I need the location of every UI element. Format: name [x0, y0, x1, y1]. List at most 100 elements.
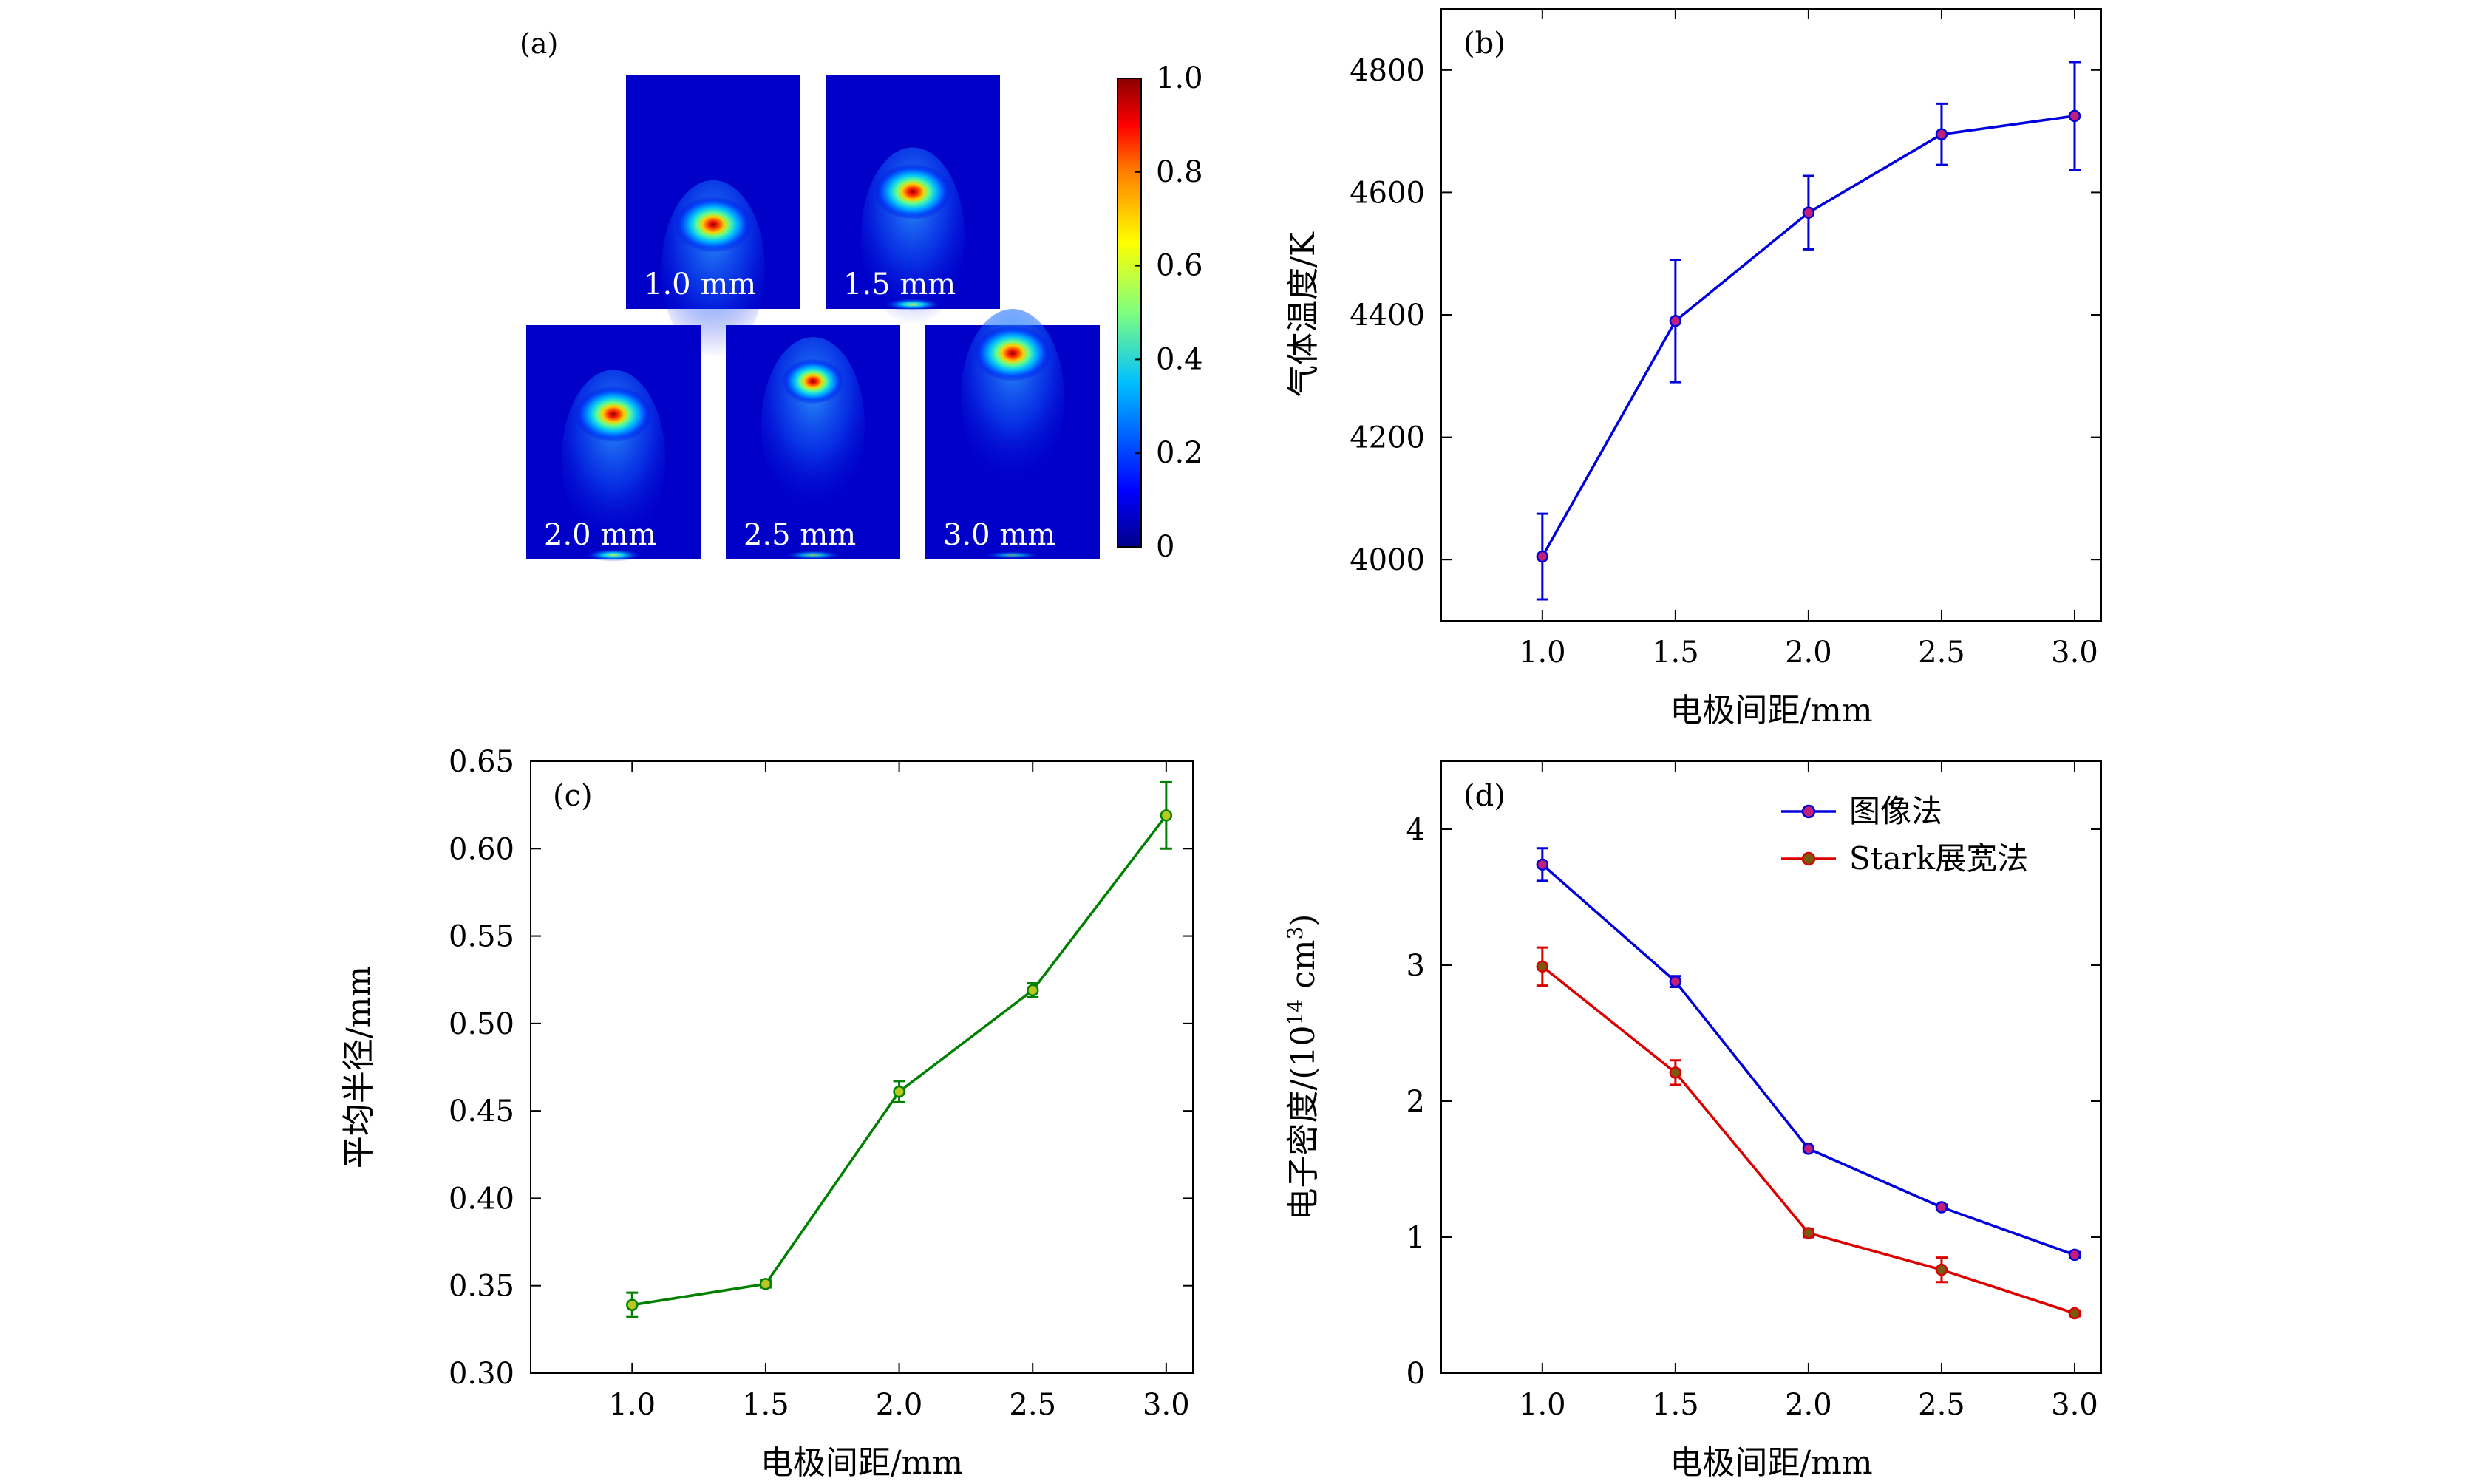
y-axis-label-unit: cm — [1285, 940, 1322, 999]
y-axis-label-exponent: 14 — [1283, 999, 1307, 1026]
y-tick-label: 4 — [1406, 813, 1425, 847]
y-axis-label-close: ) — [1285, 914, 1322, 927]
y-tick-label: 1 — [1406, 1221, 1425, 1255]
x-tick-label: 2.5 — [1009, 1388, 1056, 1422]
x-tick-label: 3.0 — [1143, 1388, 1190, 1422]
x-tick-label: 2.0 — [1785, 1388, 1832, 1422]
data-point — [2068, 109, 2081, 123]
heatmap-hotspot — [874, 163, 951, 220]
y-tick-label: 0 — [1406, 1357, 1425, 1391]
heatmap-2-0mm: 2.0 mm — [526, 325, 701, 562]
panel-a: (a) 1.0 mm 1.5 mm 2.0 mm 2.5 mm 3.0 mm 1… — [520, 27, 1203, 564]
colorbar-ticks: 1.0 0.8 0.6 0.4 0.2 0 — [1135, 61, 1203, 564]
y-tick-label: 0.55 — [449, 920, 514, 954]
x-axis-label: 电极间距/mm — [1670, 692, 1872, 729]
heatmap-hotspot — [575, 386, 652, 443]
legend-marker — [1801, 851, 1816, 866]
x-tick-label: 1.0 — [1519, 636, 1566, 670]
panel-b-temperature-chart: 1.0 1.5 2.0 2.5 3.0 4000 4200 4400 4600 4800 (b) 电极… — [1285, 8, 2102, 729]
series-line — [1541, 863, 2075, 1256]
heatmap-bottom-glow — [983, 551, 1042, 559]
legend-label: Stark展宽法 — [1849, 840, 2028, 877]
heatmap-bottom-glow — [883, 298, 942, 311]
y-tick-label: 4000 — [1350, 543, 1425, 577]
heatmap-bottom-glow — [783, 550, 843, 560]
panel-label: (c) — [553, 779, 593, 813]
plot-frame — [530, 760, 1194, 1374]
panel-d-density-chart: 1.0 1.5 2.0 2.5 3.0 0 1 2 3 4 (d) 电极间距/mm 电子密度/(1014… — [1283, 760, 2102, 1482]
colorbar-gradient — [1117, 78, 1142, 548]
data-point — [1536, 858, 1549, 871]
y-tick-label: 0.35 — [449, 1270, 514, 1304]
y-axis-label-main: 电子密度/(10 — [1285, 1026, 1322, 1221]
heatmap-label: 2.0 mm — [544, 518, 656, 552]
y-tick-label: 0.40 — [449, 1182, 514, 1216]
x-tick-label: 1.0 — [608, 1388, 656, 1422]
heatmap-label: 1.5 mm — [843, 268, 956, 302]
panel-c-radius-chart: 1.0 1.5 2.0 2.5 3.0 0.30 0.35 0.40 0.45 0.50 0.55 0… — [340, 745, 1194, 1482]
panel-label: (d) — [1463, 779, 1506, 813]
colorbar-tick-label: 0.2 — [1156, 436, 1203, 470]
legend-label: 图像法 — [1849, 793, 1942, 829]
x-tick-label: 3.0 — [2051, 1388, 2098, 1422]
data-point — [1802, 1227, 1815, 1239]
heatmap-1-0mm: 1.0 mm — [626, 75, 800, 358]
x-axis-label: 电极间距/mm — [1670, 1444, 1872, 1482]
data-point — [759, 1278, 772, 1290]
x-tick-label: 1.5 — [1652, 636, 1699, 670]
heatmap-1-5mm: 1.5 mm — [826, 75, 1000, 325]
y-tick-label: 0.65 — [449, 745, 514, 779]
y-tick-label: 0.30 — [449, 1357, 514, 1391]
heatmap-2-5mm: 2.5 mm — [726, 325, 900, 560]
heatmap-hotspot — [675, 196, 752, 253]
x-tick-label: 3.0 — [2051, 636, 2098, 670]
data-point — [1536, 960, 1549, 973]
data-point — [2068, 1307, 2081, 1320]
x-tick-label: 1.5 — [1652, 1388, 1699, 1422]
x-tick-label: 2.0 — [1785, 636, 1832, 670]
heatmap-label: 1.0 mm — [644, 268, 756, 302]
y-tick-label: 3 — [1406, 949, 1425, 983]
data-point — [1935, 128, 1948, 140]
x-tick-label: 2.5 — [1918, 1388, 1965, 1422]
heatmap-label: 2.5 mm — [744, 518, 856, 552]
data-point — [1026, 984, 1039, 997]
y-tick-label: 0.45 — [449, 1095, 514, 1129]
data-point — [1669, 315, 1682, 327]
y-tick-label: 0.50 — [449, 1007, 514, 1041]
data-point — [626, 1298, 639, 1311]
y-axis-label: 电子密度/(1014 cm3) — [1283, 914, 1322, 1221]
y-tick-label: 0.60 — [449, 832, 514, 866]
colorbar-tick-label: 0.6 — [1156, 249, 1203, 283]
x-tick-label: 1.5 — [742, 1388, 789, 1422]
y-tick-label: 2 — [1406, 1085, 1425, 1119]
x-tick-label: 2.5 — [1918, 636, 1965, 670]
data-point — [2068, 1248, 2081, 1262]
x-tick-label: 1.0 — [1519, 1388, 1566, 1422]
data-point — [1935, 1263, 1948, 1276]
y-axis-label: 气体温度/K — [1285, 231, 1322, 398]
data-point — [893, 1085, 905, 1098]
data-point — [1160, 809, 1173, 822]
y-tick-label: 4600 — [1350, 176, 1425, 210]
y-tick-label: 4400 — [1350, 299, 1425, 333]
heatmap-hotspot — [782, 358, 844, 404]
colorbar-tick-label: 0.8 — [1156, 155, 1203, 189]
series-line — [1541, 965, 2075, 1315]
colorbar: 1.0 0.8 0.6 0.4 0.2 0 — [1117, 61, 1203, 564]
data-point — [1802, 206, 1815, 219]
colorbar-tick-label: 0.4 — [1156, 342, 1203, 376]
data-point — [1536, 550, 1549, 563]
y-tick-label: 4200 — [1350, 421, 1425, 455]
legend-marker — [1801, 804, 1816, 819]
series-line — [632, 814, 1168, 1307]
y-axis-label-unit-exponent: 3 — [1283, 927, 1307, 940]
data-point — [1802, 1143, 1815, 1155]
y-tick-label: 4800 — [1350, 54, 1425, 88]
data-point — [1935, 1201, 1948, 1214]
heatmap-label: 3.0 mm — [943, 518, 1055, 552]
heatmap-bottom-glow — [584, 548, 643, 562]
colorbar-tick-label: 0 — [1156, 530, 1174, 564]
panel-a-label: (a) — [520, 27, 558, 60]
